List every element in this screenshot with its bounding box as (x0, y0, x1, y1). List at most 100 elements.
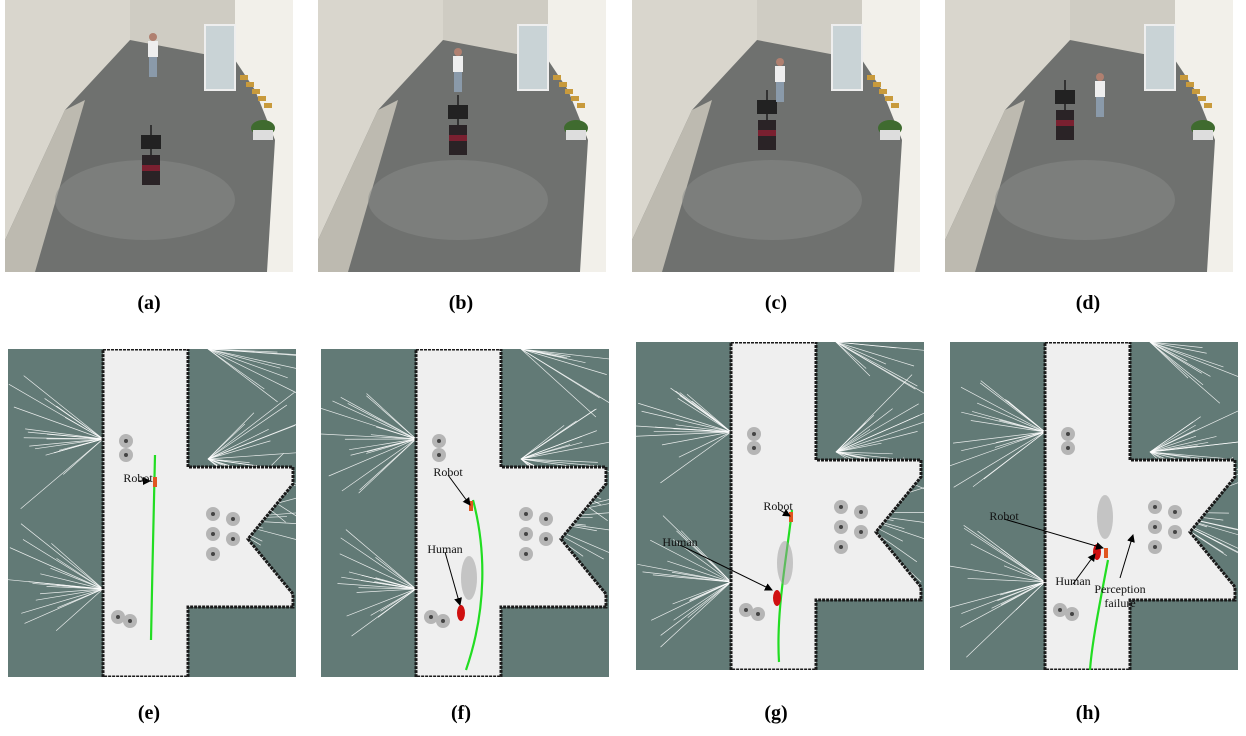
annotation-label: Robot (426, 465, 470, 479)
caption: (d) (1038, 292, 1138, 315)
chair (1198, 96, 1206, 101)
person-body (775, 66, 785, 82)
map (321, 349, 609, 677)
human-prediction (461, 556, 477, 600)
robot-screen (141, 135, 161, 149)
annotation-label: Human (658, 535, 702, 549)
human-prediction (777, 541, 793, 585)
annotation-label: Robot (116, 471, 160, 485)
pillar (1173, 510, 1177, 514)
pillar (1153, 545, 1157, 549)
caption: (f) (411, 702, 511, 725)
caption: (b) (411, 292, 511, 315)
human (457, 605, 465, 621)
pillar (1066, 446, 1070, 450)
robot (789, 512, 793, 522)
annotation-label: Perception failure (1080, 582, 1160, 610)
pillar (437, 453, 441, 457)
pot (1193, 130, 1213, 140)
chair (246, 82, 254, 87)
pillar (544, 517, 548, 521)
pillar (441, 619, 445, 623)
person-head (776, 58, 784, 66)
chair (258, 96, 266, 101)
pillar (544, 537, 548, 541)
robot (469, 501, 473, 511)
pillar (211, 532, 215, 536)
annotation-label: Robot (982, 509, 1026, 523)
pillar (524, 512, 528, 516)
person-body (148, 41, 158, 57)
pillar (1173, 530, 1177, 534)
glass-cabinet (1145, 25, 1175, 90)
pillar (752, 432, 756, 436)
chair (553, 75, 561, 80)
pillar (1058, 608, 1062, 612)
photo (945, 0, 1233, 272)
pillar (524, 532, 528, 536)
pot (566, 130, 586, 140)
map (8, 349, 296, 677)
pillar (429, 615, 433, 619)
glass-cabinet (518, 25, 548, 90)
photo (5, 0, 293, 272)
pillar (437, 439, 441, 443)
floor-reflection (682, 160, 862, 240)
person-legs (454, 72, 462, 92)
robot (1104, 548, 1108, 558)
chair (891, 103, 899, 108)
pillar (839, 525, 843, 529)
chair (264, 103, 272, 108)
pillar (1153, 505, 1157, 509)
caption: (g) (726, 702, 826, 725)
robot-screen (1055, 90, 1075, 104)
pillar (231, 537, 235, 541)
pillar (116, 615, 120, 619)
chair (565, 89, 573, 94)
caption: (h) (1038, 702, 1138, 725)
pillar (859, 530, 863, 534)
person-body (453, 56, 463, 72)
caption: (a) (99, 292, 199, 315)
pillar (1153, 525, 1157, 529)
chair (1180, 75, 1188, 80)
person-body (1095, 81, 1105, 97)
human (773, 590, 781, 606)
map (950, 342, 1238, 670)
pillar (1066, 432, 1070, 436)
pillar (211, 552, 215, 556)
floor-reflection (995, 160, 1175, 240)
floor-reflection (368, 160, 548, 240)
caption: (c) (726, 292, 826, 315)
photo (632, 0, 920, 272)
pillar (756, 612, 760, 616)
pillar (839, 545, 843, 549)
pillar (124, 439, 128, 443)
pillar (128, 619, 132, 623)
photo (318, 0, 606, 272)
chair (885, 96, 893, 101)
chair (867, 75, 875, 80)
pillar (839, 505, 843, 509)
pillar (752, 446, 756, 450)
person-head (454, 48, 462, 56)
chair (1186, 82, 1194, 87)
pillar (1070, 612, 1074, 616)
annotation-label: Robot (756, 499, 800, 513)
person-head (1096, 73, 1104, 81)
robot-screen (448, 105, 468, 119)
caption: (e) (99, 702, 199, 725)
pillar (744, 608, 748, 612)
person-legs (149, 57, 157, 77)
pillar (524, 552, 528, 556)
person-head (149, 33, 157, 41)
person-legs (776, 82, 784, 102)
glass-cabinet (832, 25, 862, 90)
robot-band (758, 130, 776, 136)
robot-band (1056, 120, 1074, 126)
chair (240, 75, 248, 80)
pillar (124, 453, 128, 457)
chair (1192, 89, 1200, 94)
pillar (211, 512, 215, 516)
chair (559, 82, 567, 87)
